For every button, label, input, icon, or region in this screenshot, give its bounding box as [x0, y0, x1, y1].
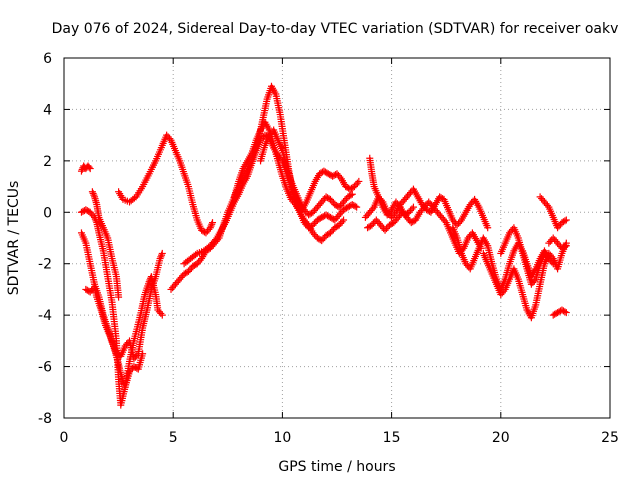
data-point	[192, 251, 200, 259]
data-point	[115, 293, 123, 301]
x-tick-label: 25	[601, 430, 619, 446]
data-point	[369, 205, 377, 213]
axis-ticks	[63, 57, 611, 419]
data-point	[196, 256, 204, 264]
data-point	[348, 190, 356, 198]
data-point	[130, 194, 138, 202]
data-point	[353, 203, 361, 211]
grid	[64, 58, 610, 418]
y-tick-label: 6	[43, 51, 52, 67]
x-tick-label: 0	[60, 430, 69, 446]
x-tick-label: 5	[169, 430, 178, 446]
y-tick-label: 0	[43, 205, 52, 221]
axis-tick-labels: 0 5 10 15 20 25 -8 -6 -4 -2 0 2 4 6	[38, 51, 619, 446]
data-point	[351, 202, 359, 210]
x-tick-label: 15	[383, 430, 401, 446]
y-tick-label: -6	[38, 360, 52, 376]
data-point	[207, 222, 215, 230]
data-point	[347, 191, 355, 199]
data-point	[395, 201, 403, 209]
y-tick-label: -4	[38, 308, 52, 324]
data-point	[408, 205, 416, 213]
data-point	[441, 217, 449, 225]
data-point	[139, 350, 147, 358]
data-point	[209, 219, 217, 227]
data-point	[208, 220, 216, 228]
data-point	[562, 309, 570, 317]
data-point	[355, 177, 363, 185]
data-point	[166, 135, 174, 143]
data-point	[156, 255, 164, 263]
data-point	[391, 210, 399, 218]
data-point	[89, 189, 97, 197]
plot-frame	[63, 57, 611, 419]
y-tick-label: 4	[43, 102, 52, 118]
data-point	[336, 173, 344, 181]
y-tick-label: -8	[38, 411, 52, 427]
data-point	[158, 311, 166, 319]
data-points	[77, 82, 570, 409]
y-axis-label: SDTVAR / TECUs	[6, 181, 22, 296]
data-point	[500, 287, 508, 295]
data-point	[158, 251, 166, 259]
x-tick-label: 20	[492, 430, 510, 446]
data-point	[158, 249, 166, 257]
chart-title: Day 076 of 2024, Sidereal Day-to-day VTE…	[52, 21, 619, 37]
x-axis-label: GPS time / hours	[278, 459, 395, 475]
data-point	[86, 165, 94, 173]
data-point	[540, 249, 548, 257]
y-tick-label: -2	[38, 257, 52, 273]
data-point	[530, 277, 538, 285]
data-point	[85, 163, 93, 171]
data-point	[543, 201, 551, 209]
data-point	[548, 253, 556, 261]
data-point	[338, 218, 346, 226]
y-tick-label: 2	[43, 154, 52, 170]
data-point	[456, 218, 464, 226]
x-tick-label: 10	[273, 430, 291, 446]
data-point	[90, 191, 98, 199]
data-point	[353, 179, 361, 187]
data-point	[562, 216, 570, 224]
data-point	[561, 308, 569, 316]
data-point	[303, 219, 311, 227]
data-point	[290, 199, 298, 207]
data-point	[157, 253, 165, 261]
data-point	[340, 216, 348, 224]
data-point	[206, 224, 214, 232]
data-point	[561, 243, 569, 251]
data-point	[88, 188, 96, 196]
data-point	[484, 224, 492, 232]
data-point	[409, 203, 417, 211]
data-point	[561, 217, 569, 225]
data-point	[77, 167, 85, 175]
data-point	[386, 207, 394, 215]
data-point	[562, 242, 570, 250]
data-point	[157, 309, 165, 317]
